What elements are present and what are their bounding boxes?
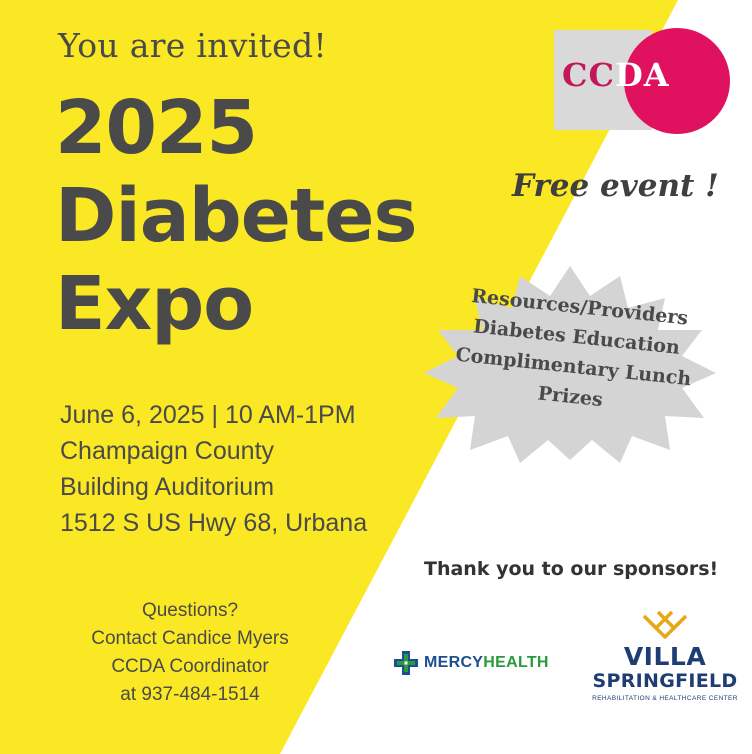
event-venue-line2: Building Auditorium	[60, 473, 275, 501]
ccda-logo-text-light: DA	[614, 56, 670, 94]
contact-line-role: CCDA Coordinator	[111, 656, 269, 677]
contact-line-questions: Questions?	[141, 600, 239, 621]
event-date-time: June 6, 2025 | 10 AM-1PM	[60, 401, 356, 429]
yellow-panel	[0, 0, 678, 754]
villa-wordmark-line2: SPRINGFIELD	[592, 670, 738, 692]
villa-wordmark-line1: VILLA	[623, 642, 707, 671]
event-details: June 6, 2025 | 10 AM-1PM Champaign Count…	[60, 397, 367, 541]
title-line-diabetes: Diabetes	[55, 173, 417, 259]
invitation-heading: You are invited!	[58, 26, 327, 65]
title-line-expo: Expo	[55, 261, 254, 347]
ccda-logo-circle	[624, 28, 730, 134]
contact-line-phone[interactable]: at 937-484-1514	[120, 684, 260, 705]
ccda-logo-text-dark: CC	[562, 56, 615, 94]
mercy-health-logo[interactable]: MERCYHEALTH	[392, 648, 549, 678]
free-event-label: Free event !	[512, 168, 719, 204]
contact-line-name: Contact Candice Myers	[91, 628, 289, 649]
sponsors-heading: Thank you to our sponsors!	[424, 558, 719, 580]
starburst-badge	[424, 266, 716, 463]
title-line-year: 2025	[55, 85, 258, 171]
villa-springfield-logo[interactable]: VILLA SPRINGFIELD REHABILITATION & HEALT…	[588, 606, 742, 702]
mercy-wordmark-part2: HEALTH	[483, 654, 549, 671]
villa-crest-icon	[642, 610, 688, 639]
villa-tagline: REHABILITATION & HEALTHCARE CENTER	[592, 695, 738, 702]
mercy-wordmark-part1: MERCY	[424, 654, 484, 671]
event-venue-line1: Champaign County	[60, 437, 275, 465]
mercy-health-wordmark: MERCYHEALTH	[424, 654, 549, 672]
contact-info: Questions? Contact Candice Myers CCDA Co…	[40, 597, 340, 709]
mercy-cross-icon	[394, 651, 418, 675]
event-address: 1512 S US Hwy 68, Urbana	[60, 509, 368, 537]
starburst-shape	[424, 266, 716, 463]
ccda-logo: CCDA	[562, 56, 692, 94]
event-title: 2025 Diabetes Expo	[55, 84, 417, 348]
